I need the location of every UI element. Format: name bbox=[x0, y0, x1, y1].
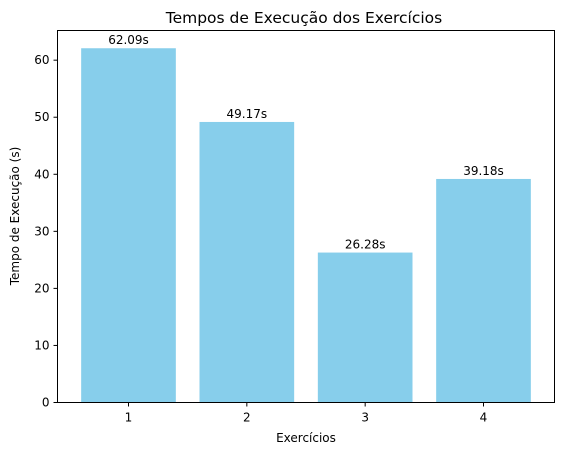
chart-title: Tempos de Execução dos Exercícios bbox=[165, 9, 443, 27]
y-tick-label-0: 0 bbox=[42, 396, 50, 410]
y-axis: 0 10 20 30 40 50 60 bbox=[34, 53, 58, 410]
value-labels-group: 62.09s 49.17s 26.28s 39.18s bbox=[108, 33, 504, 251]
x-tick-label-4: 4 bbox=[480, 411, 488, 425]
y-tick-label-20: 20 bbox=[34, 281, 49, 295]
bar-2 bbox=[199, 121, 295, 403]
value-label-3: 26.28s bbox=[345, 238, 386, 252]
y-tick-label-60: 60 bbox=[34, 53, 49, 67]
bar-3 bbox=[317, 252, 413, 403]
value-label-1: 62.09s bbox=[108, 33, 149, 47]
y-tick-label-30: 30 bbox=[34, 224, 49, 238]
bar-4 bbox=[436, 178, 531, 403]
y-tick-label-10: 10 bbox=[34, 338, 49, 352]
x-tick-label-3: 3 bbox=[361, 411, 369, 425]
bar-1 bbox=[81, 48, 176, 403]
bars-group bbox=[81, 48, 531, 403]
value-label-4: 39.18s bbox=[463, 164, 504, 178]
plot-frame bbox=[57, 30, 555, 403]
x-axis-label: Exercícios bbox=[276, 431, 336, 445]
x-tick-label-1: 1 bbox=[125, 411, 133, 425]
x-axis: 1 2 3 4 bbox=[125, 402, 488, 425]
y-tick-label-50: 50 bbox=[34, 110, 49, 124]
value-label-2: 49.17s bbox=[227, 107, 268, 121]
y-axis-label: Tempo de Execução (s) bbox=[8, 147, 22, 287]
x-tick-label-2: 2 bbox=[243, 411, 251, 425]
y-tick-label-40: 40 bbox=[34, 167, 49, 181]
